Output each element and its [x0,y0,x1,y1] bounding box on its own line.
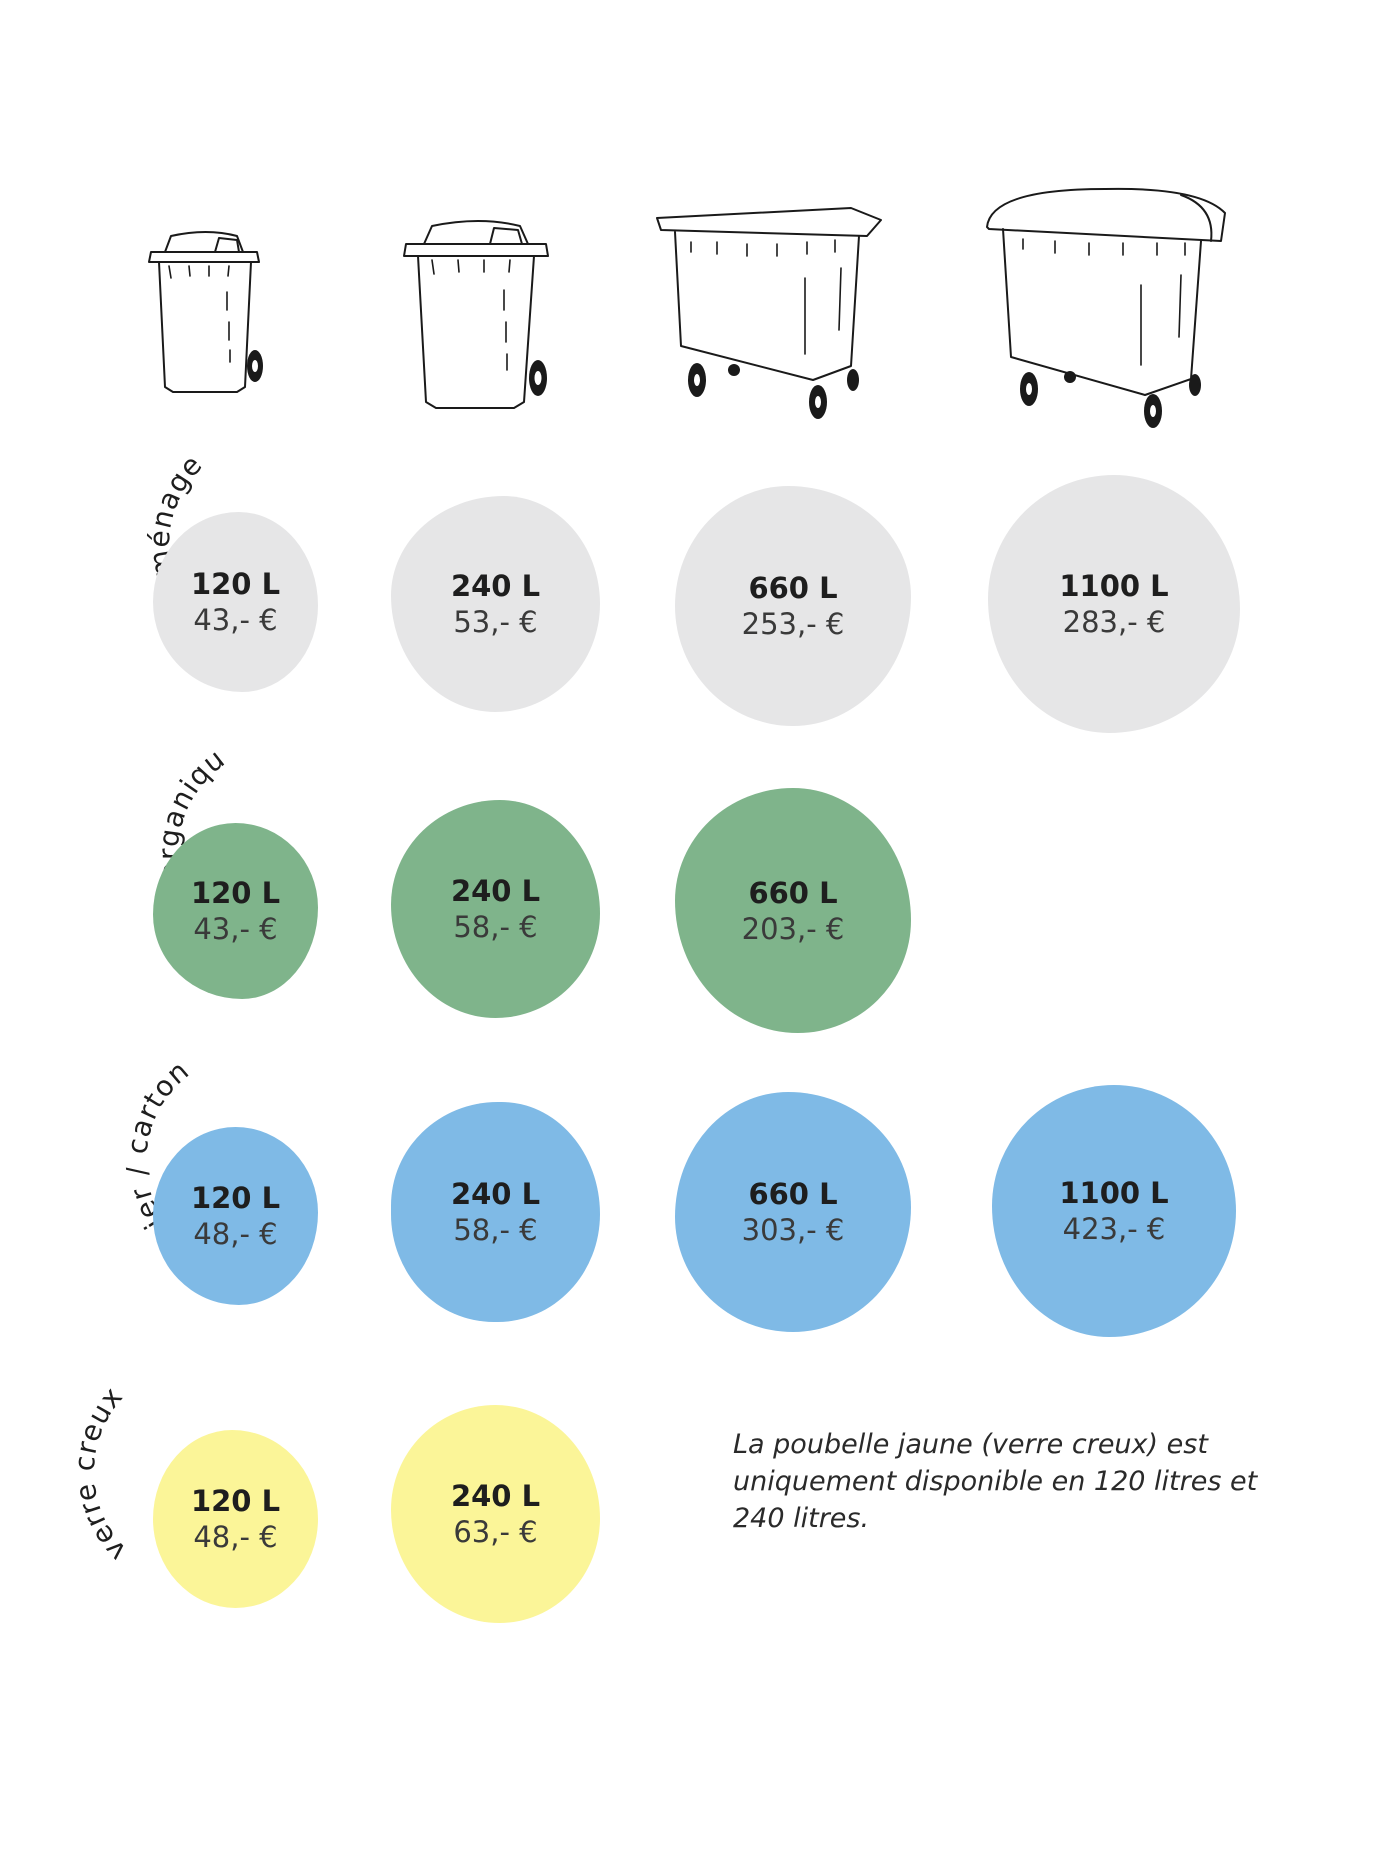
volume-label: 660 L [748,571,838,605]
price-label: 58,- € [453,910,538,944]
price-bubble: 240 L 53,- € [391,496,600,712]
price-bubble: 1100 L 423,- € [992,1085,1236,1337]
volume-label: 120 L [190,567,281,601]
price-bubble: 120 L 48,- € [153,1127,318,1305]
price-bubble: 120 L 48,- € [153,1430,318,1608]
container-660-icon [655,198,895,428]
price-bubble: 660 L 203,- € [675,788,911,1033]
price-label: 53,- € [453,605,538,639]
availability-note: La poubelle jaune (verre creux) est uniq… [733,1429,1258,1534]
price-label: 43,- € [193,912,278,946]
price-bubble: 1100 L 283,- € [988,475,1240,733]
volume-label: 120 L [190,1181,281,1215]
row-label-verre-creux: verre creux [0,1357,360,1657]
price-bubble: 660 L 253,- € [675,486,911,726]
svg-text:verre creux: verre creux [68,1380,133,1568]
price-bubble: 660 L 303,- € [675,1092,911,1332]
price-label: 283,- € [1062,605,1166,639]
wheelie-bin-240-icon [402,210,562,420]
volume-label: 240 L [450,874,541,908]
volume-label: 240 L [450,1177,541,1211]
price-label: 303,- € [741,1213,845,1247]
price-label: 423,- € [1062,1212,1166,1246]
price-bubble: 120 L 43,- € [153,512,318,692]
price-label: 253,- € [741,607,845,641]
price-label: 63,- € [453,1515,538,1549]
volume-label: 660 L [748,1177,838,1211]
volume-label: 240 L [450,569,541,603]
price-label: 58,- € [453,1213,538,1247]
price-label: 203,- € [741,911,845,946]
price-bubble: 240 L 58,- € [391,800,600,1018]
price-bubble: 240 L 58,- € [391,1102,600,1322]
wheelie-bin-120-icon [145,222,275,402]
price-label: 48,- € [193,1520,278,1554]
price-label: 48,- € [193,1217,278,1251]
price-bubble: 120 L 43,- € [153,823,318,999]
volume-label: 120 L [190,1484,281,1518]
volume-label: 660 L [748,875,838,910]
volume-label: 1100 L [1059,1176,1169,1210]
container-1100-icon [985,185,1230,430]
price-label: 43,- € [193,603,278,637]
volume-label: 1100 L [1059,569,1169,603]
volume-label: 240 L [450,1479,541,1513]
volume-label: 120 L [190,876,281,910]
price-bubble: 240 L 63,- € [391,1405,600,1623]
